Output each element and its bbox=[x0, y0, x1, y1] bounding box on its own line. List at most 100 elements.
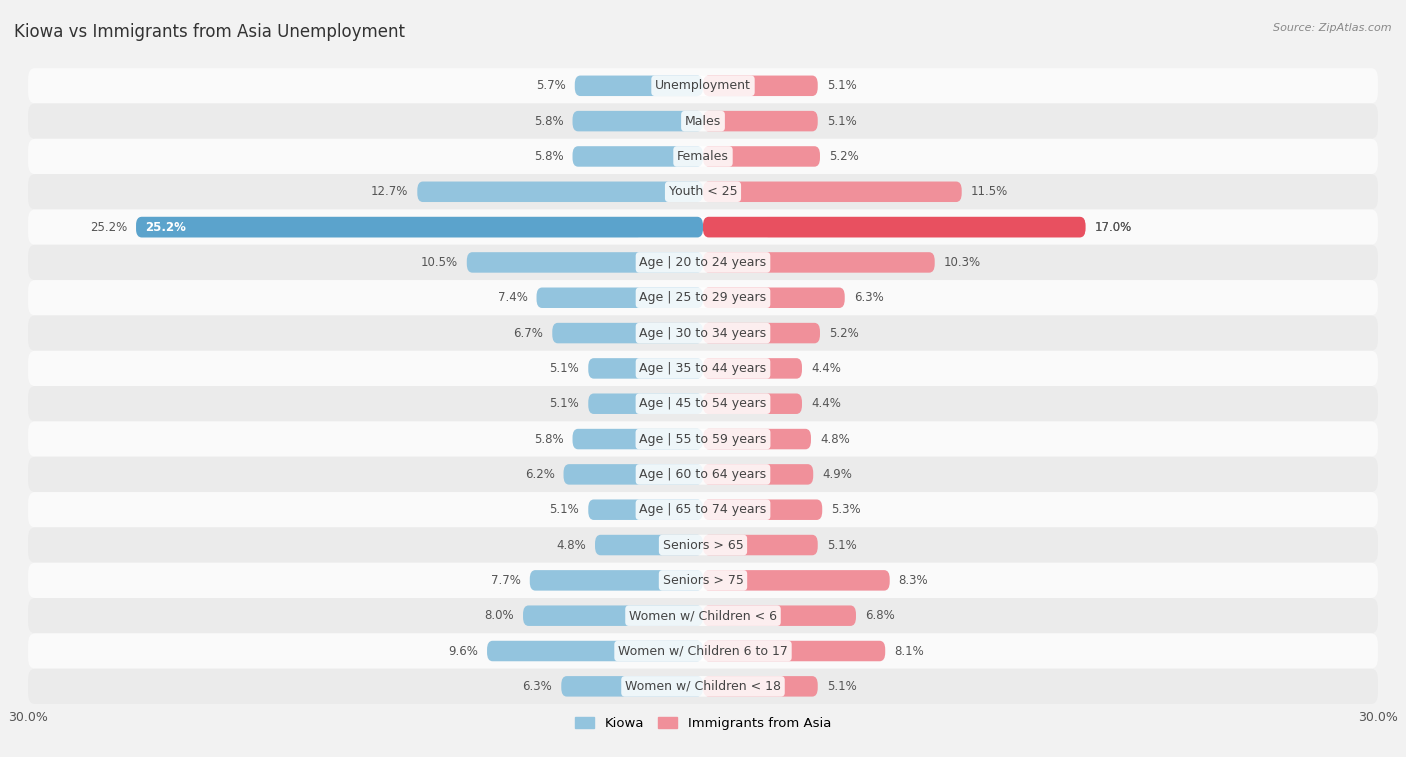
FancyBboxPatch shape bbox=[564, 464, 703, 484]
Text: 5.3%: 5.3% bbox=[831, 503, 860, 516]
Text: 5.8%: 5.8% bbox=[534, 432, 564, 446]
Text: 17.0%: 17.0% bbox=[1094, 220, 1132, 234]
Text: 8.0%: 8.0% bbox=[485, 609, 515, 622]
FancyBboxPatch shape bbox=[703, 500, 823, 520]
Text: 6.8%: 6.8% bbox=[865, 609, 894, 622]
Text: 4.8%: 4.8% bbox=[820, 432, 849, 446]
FancyBboxPatch shape bbox=[553, 322, 703, 344]
FancyBboxPatch shape bbox=[28, 386, 1378, 422]
Text: 5.7%: 5.7% bbox=[536, 79, 565, 92]
Text: Age | 35 to 44 years: Age | 35 to 44 years bbox=[640, 362, 766, 375]
FancyBboxPatch shape bbox=[703, 217, 1085, 238]
Text: Age | 60 to 64 years: Age | 60 to 64 years bbox=[640, 468, 766, 481]
Text: 5.1%: 5.1% bbox=[550, 397, 579, 410]
FancyBboxPatch shape bbox=[703, 676, 818, 696]
Text: 17.0%: 17.0% bbox=[1094, 220, 1132, 234]
Text: Age | 55 to 59 years: Age | 55 to 59 years bbox=[640, 432, 766, 446]
Text: 5.1%: 5.1% bbox=[550, 503, 579, 516]
FancyBboxPatch shape bbox=[595, 534, 703, 556]
FancyBboxPatch shape bbox=[418, 182, 703, 202]
Text: 4.4%: 4.4% bbox=[811, 397, 841, 410]
Text: Age | 65 to 74 years: Age | 65 to 74 years bbox=[640, 503, 766, 516]
FancyBboxPatch shape bbox=[28, 174, 1378, 210]
Text: 8.3%: 8.3% bbox=[898, 574, 928, 587]
Text: 5.2%: 5.2% bbox=[830, 326, 859, 340]
Text: Females: Females bbox=[678, 150, 728, 163]
Text: Unemployment: Unemployment bbox=[655, 79, 751, 92]
Text: Seniors > 75: Seniors > 75 bbox=[662, 574, 744, 587]
Text: 5.1%: 5.1% bbox=[550, 362, 579, 375]
FancyBboxPatch shape bbox=[575, 76, 703, 96]
FancyBboxPatch shape bbox=[28, 316, 1378, 350]
FancyBboxPatch shape bbox=[588, 500, 703, 520]
FancyBboxPatch shape bbox=[28, 634, 1378, 668]
Text: 7.7%: 7.7% bbox=[491, 574, 520, 587]
FancyBboxPatch shape bbox=[28, 350, 1378, 386]
Text: 5.1%: 5.1% bbox=[827, 538, 856, 552]
Text: 6.2%: 6.2% bbox=[524, 468, 554, 481]
FancyBboxPatch shape bbox=[28, 562, 1378, 598]
FancyBboxPatch shape bbox=[703, 76, 818, 96]
Text: Age | 45 to 54 years: Age | 45 to 54 years bbox=[640, 397, 766, 410]
FancyBboxPatch shape bbox=[703, 146, 820, 167]
FancyBboxPatch shape bbox=[28, 668, 1378, 704]
FancyBboxPatch shape bbox=[537, 288, 703, 308]
Text: 5.1%: 5.1% bbox=[827, 680, 856, 693]
Text: Age | 16 to 19 years: Age | 16 to 19 years bbox=[640, 220, 766, 234]
Text: 4.9%: 4.9% bbox=[823, 468, 852, 481]
FancyBboxPatch shape bbox=[28, 245, 1378, 280]
FancyBboxPatch shape bbox=[136, 217, 703, 238]
FancyBboxPatch shape bbox=[28, 492, 1378, 528]
FancyBboxPatch shape bbox=[28, 598, 1378, 634]
FancyBboxPatch shape bbox=[703, 394, 801, 414]
Text: Kiowa vs Immigrants from Asia Unemployment: Kiowa vs Immigrants from Asia Unemployme… bbox=[14, 23, 405, 41]
Text: Women w/ Children < 6: Women w/ Children < 6 bbox=[628, 609, 778, 622]
Text: Seniors > 65: Seniors > 65 bbox=[662, 538, 744, 552]
FancyBboxPatch shape bbox=[703, 428, 811, 450]
FancyBboxPatch shape bbox=[703, 534, 818, 556]
Text: 25.2%: 25.2% bbox=[145, 220, 186, 234]
Text: 5.8%: 5.8% bbox=[534, 114, 564, 128]
FancyBboxPatch shape bbox=[703, 111, 818, 132]
Text: 8.1%: 8.1% bbox=[894, 644, 924, 658]
Text: 10.3%: 10.3% bbox=[943, 256, 981, 269]
Text: 5.2%: 5.2% bbox=[830, 150, 859, 163]
Text: 12.7%: 12.7% bbox=[371, 185, 408, 198]
Text: Age | 20 to 24 years: Age | 20 to 24 years bbox=[640, 256, 766, 269]
FancyBboxPatch shape bbox=[523, 606, 703, 626]
FancyBboxPatch shape bbox=[703, 217, 1085, 238]
Text: Women w/ Children < 18: Women w/ Children < 18 bbox=[626, 680, 780, 693]
FancyBboxPatch shape bbox=[572, 428, 703, 450]
Text: 25.2%: 25.2% bbox=[90, 220, 127, 234]
FancyBboxPatch shape bbox=[572, 111, 703, 132]
Text: 5.1%: 5.1% bbox=[827, 114, 856, 128]
Text: 10.5%: 10.5% bbox=[420, 256, 458, 269]
Text: 4.8%: 4.8% bbox=[557, 538, 586, 552]
FancyBboxPatch shape bbox=[703, 288, 845, 308]
FancyBboxPatch shape bbox=[28, 68, 1378, 104]
Text: Males: Males bbox=[685, 114, 721, 128]
Text: 5.1%: 5.1% bbox=[827, 79, 856, 92]
FancyBboxPatch shape bbox=[703, 464, 813, 484]
Text: Age | 30 to 34 years: Age | 30 to 34 years bbox=[640, 326, 766, 340]
FancyBboxPatch shape bbox=[703, 358, 801, 378]
Text: 9.6%: 9.6% bbox=[449, 644, 478, 658]
FancyBboxPatch shape bbox=[703, 606, 856, 626]
FancyBboxPatch shape bbox=[703, 182, 962, 202]
FancyBboxPatch shape bbox=[28, 456, 1378, 492]
FancyBboxPatch shape bbox=[136, 217, 703, 238]
FancyBboxPatch shape bbox=[561, 676, 703, 696]
FancyBboxPatch shape bbox=[467, 252, 703, 273]
FancyBboxPatch shape bbox=[28, 139, 1378, 174]
Text: 5.8%: 5.8% bbox=[534, 150, 564, 163]
FancyBboxPatch shape bbox=[28, 210, 1378, 245]
FancyBboxPatch shape bbox=[703, 322, 820, 344]
Text: 4.4%: 4.4% bbox=[811, 362, 841, 375]
FancyBboxPatch shape bbox=[572, 146, 703, 167]
FancyBboxPatch shape bbox=[703, 252, 935, 273]
Text: 7.4%: 7.4% bbox=[498, 291, 527, 304]
FancyBboxPatch shape bbox=[588, 358, 703, 378]
FancyBboxPatch shape bbox=[28, 528, 1378, 562]
FancyBboxPatch shape bbox=[28, 104, 1378, 139]
FancyBboxPatch shape bbox=[28, 280, 1378, 316]
